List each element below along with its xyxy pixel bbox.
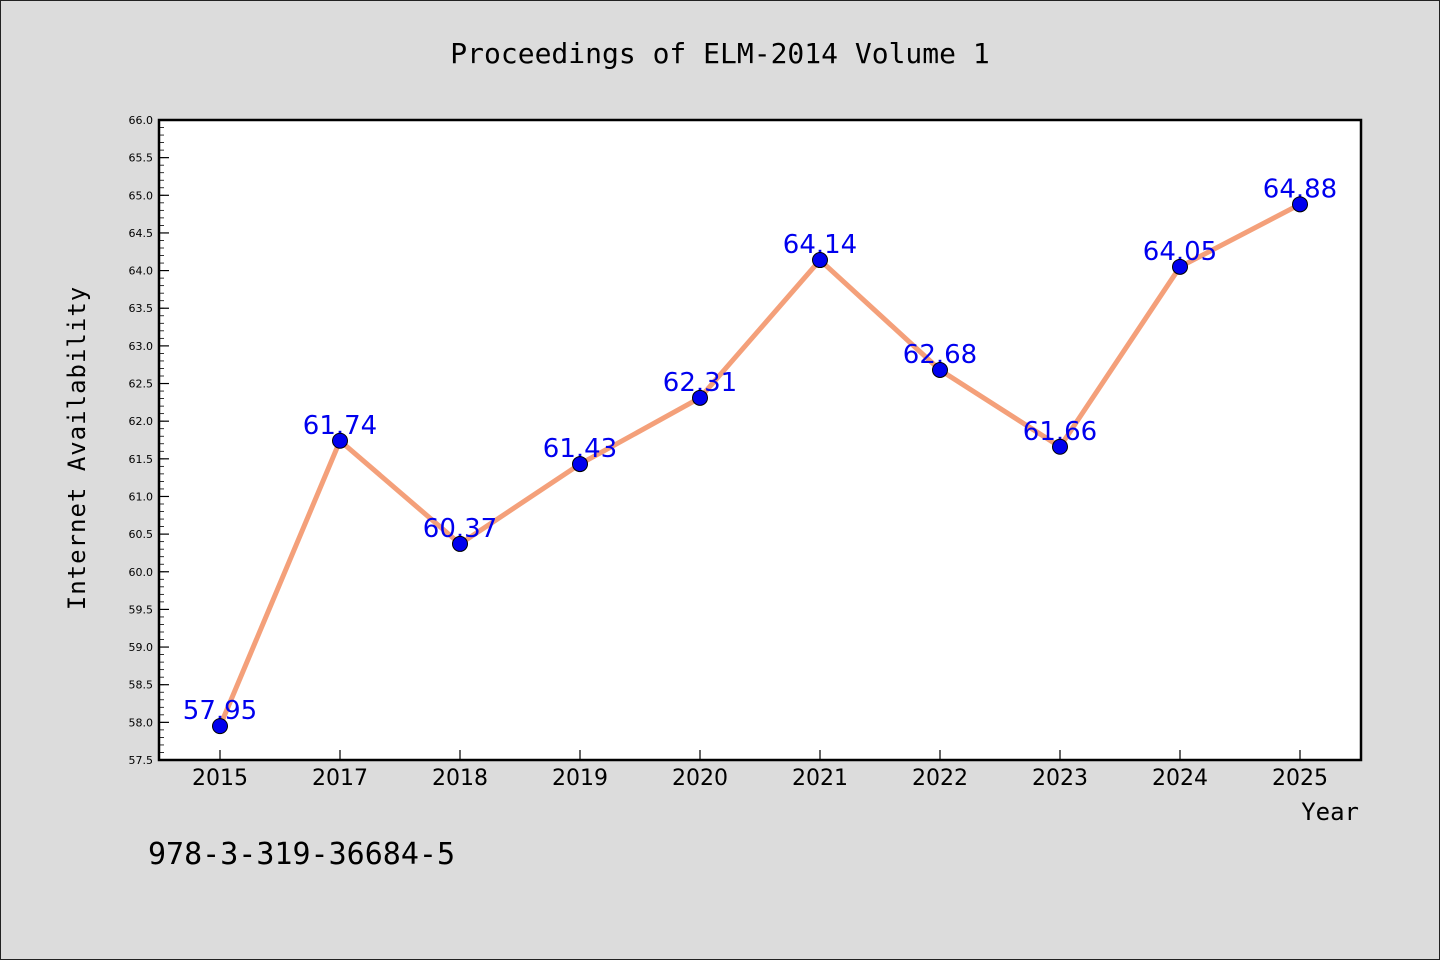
- x-tick-label: 2017: [312, 766, 368, 791]
- y-tick-label: 61.5: [129, 453, 154, 466]
- x-tick-label: 2021: [792, 766, 848, 791]
- y-tick-label: 65.0: [129, 189, 154, 202]
- x-tick-label: 2019: [552, 766, 608, 791]
- y-tick-label: 64.5: [129, 227, 154, 240]
- y-tick-label: 57.5: [129, 754, 154, 767]
- y-tick-label: 64.0: [129, 265, 154, 278]
- data-point: [692, 389, 708, 406]
- y-tick-label: 58.5: [129, 679, 154, 692]
- chart-title: Proceedings of ELM-2014 Volume 1: [450, 37, 989, 70]
- data-point: [932, 361, 948, 378]
- y-tick-label: 60.0: [129, 566, 154, 579]
- y-tick-label: 62.5: [129, 378, 154, 391]
- data-point: [572, 456, 588, 473]
- data-point: [1052, 438, 1068, 455]
- data-point: [1292, 196, 1308, 213]
- y-tick-label: 63.5: [129, 302, 154, 315]
- y-tick-label: 59.0: [129, 641, 154, 654]
- series-markers: [212, 196, 1308, 735]
- x-tick-label: 2023: [1032, 766, 1088, 791]
- footer-isbn-text: 978-3-319-36684-5: [148, 837, 455, 872]
- x-axis-label: Year: [1301, 798, 1359, 826]
- y-tick-label: 65.5: [129, 152, 154, 165]
- y-tick-label: 59.5: [129, 603, 154, 616]
- y-tick-label: 60.5: [129, 528, 154, 541]
- series-line: [217, 202, 1302, 728]
- data-point: [332, 432, 348, 449]
- y-tick-label: 62.0: [129, 415, 154, 428]
- y-axis: 57.5 58.0 58.5 59.0 59.5 60.0 60.5 61.0 61.5 62.0…: [129, 114, 169, 767]
- x-tick-label: 2018: [432, 766, 488, 791]
- data-point: [452, 535, 468, 552]
- x-tick-label: 2020: [672, 766, 728, 791]
- data-point: [812, 252, 828, 269]
- y-tick-label: 61.0: [129, 490, 154, 503]
- x-axis: 2015 2017 2018 2019 2020 2021 2022 2023 2024 2025: [192, 750, 1328, 791]
- y-tick-label: 66.0: [129, 114, 154, 127]
- x-tick-label: 2015: [192, 766, 248, 791]
- data-point: [1172, 258, 1188, 275]
- y-tick-label: 58.0: [129, 716, 154, 729]
- x-tick-label: 2025: [1272, 766, 1328, 791]
- x-tick-label: 2022: [912, 766, 968, 791]
- plot-area: [157, 118, 1363, 762]
- x-tick-label: 2024: [1152, 766, 1208, 791]
- y-axis-label: Internet Availability: [63, 286, 91, 610]
- y-tick-label: 63.0: [129, 340, 154, 353]
- data-point: [212, 718, 228, 735]
